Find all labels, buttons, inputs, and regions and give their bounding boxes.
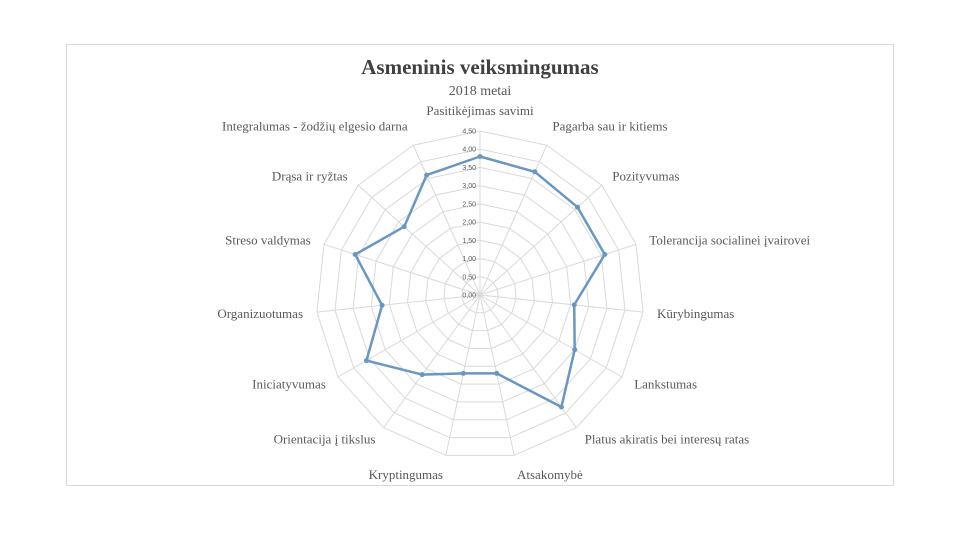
tick-label: 3,00 — [462, 183, 476, 190]
grid-spoke — [479, 243, 637, 296]
category-label: Kryptingumas — [369, 467, 443, 482]
tick-label: 1,50 — [462, 238, 476, 245]
tick-label: 0,00 — [462, 293, 476, 300]
chart-subtitle: 2018 metai — [448, 84, 512, 99]
category-label: Kūrybingumas — [657, 306, 734, 321]
category-label: Orientacija į tikslus — [274, 432, 376, 447]
category-label: Iniciatyvumas — [252, 377, 326, 392]
grid-spoke — [316, 294, 481, 313]
category-label: Pasitikėjimas savimi — [426, 103, 534, 118]
grid-spoke — [383, 294, 481, 428]
data-point — [401, 224, 407, 230]
tick-label: 0,50 — [462, 274, 476, 281]
grid-ring — [406, 221, 554, 367]
category-label: Integralumas - žodžių elgesio darna — [222, 118, 408, 133]
grid-spoke — [479, 294, 644, 313]
category-label: Streso valdymas — [225, 233, 311, 248]
grid-spoke — [479, 294, 623, 378]
category-label: Tolerancija socialinei įvairovei — [649, 233, 810, 248]
grid-ring — [370, 185, 590, 403]
grid-spoke — [323, 243, 481, 296]
grid-spoke — [357, 184, 481, 296]
category-label: Atsakomybė — [517, 467, 583, 482]
tick-label: 4,00 — [462, 147, 476, 154]
category-label: Lankstumas — [634, 377, 697, 392]
data-point — [602, 252, 608, 257]
grid-spoke — [412, 144, 481, 296]
category-label: Platus akiratis bei interesų ratas — [585, 432, 750, 447]
grid-ring — [334, 148, 626, 439]
grid-ring — [425, 239, 535, 349]
series-line — [353, 155, 607, 409]
grid-ring — [316, 130, 644, 456]
data-point — [575, 204, 580, 210]
category-label: Organizuotumas — [217, 306, 303, 321]
grid-ring — [461, 276, 499, 314]
data-point — [558, 404, 564, 410]
data-point — [494, 370, 500, 376]
data-point — [532, 169, 538, 175]
grid-ring — [388, 203, 572, 385]
grid-spoke — [479, 144, 548, 296]
data-point — [572, 347, 578, 353]
tick-label: 2,00 — [462, 220, 476, 227]
tick-label: 2,50 — [462, 201, 476, 208]
data-point — [424, 172, 430, 178]
grid-spoke — [479, 184, 603, 296]
chart-title: Asmeninis veiksmingumas — [361, 55, 599, 79]
data-point — [477, 154, 483, 159]
category-label: Drąsa ir ryžtas — [272, 168, 348, 183]
data-point — [419, 372, 425, 378]
data-point — [379, 302, 385, 308]
tick-label: 1,00 — [462, 256, 476, 263]
data-point — [460, 370, 466, 376]
tick-label: 3,50 — [462, 165, 476, 172]
radar-grid — [316, 130, 644, 456]
grid-spoke — [337, 294, 481, 378]
category-label: Pozityvumas — [612, 168, 679, 183]
data-point — [363, 358, 369, 364]
data-point — [352, 252, 358, 257]
tick-label: 4,50 — [462, 129, 476, 136]
data-point — [571, 302, 577, 308]
grid-ring — [352, 166, 608, 421]
category-label: Pagarba sau ir kitiems — [552, 118, 667, 133]
grid-ring — [443, 258, 517, 332]
